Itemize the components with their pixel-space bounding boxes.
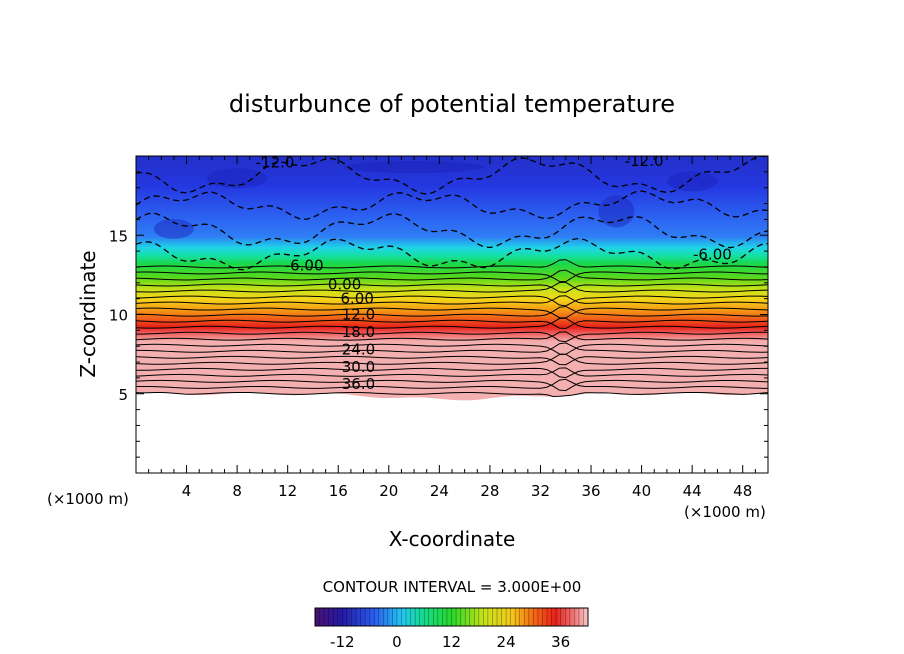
contour-line	[136, 307, 768, 319]
contour-line	[136, 378, 768, 389]
contour-label: -6.00	[693, 245, 732, 263]
x-tick-label: 36	[581, 482, 600, 500]
contour-line	[136, 391, 768, 398]
cold-patch	[598, 195, 635, 228]
x-tick-label: 4	[182, 482, 192, 500]
contour-line	[136, 319, 768, 330]
contour-line	[136, 379, 768, 392]
x-tick-label: 8	[232, 482, 242, 500]
contour-label: 12.0	[342, 306, 375, 324]
contour-line	[136, 343, 768, 355]
plot-area: -12.0 -12.0-6.00-6.000.006.0012.018.024.0…	[136, 152, 768, 401]
contour-line	[136, 259, 768, 269]
colorbar-tick-label: 0	[392, 633, 402, 651]
contour-line	[136, 271, 768, 283]
x-tick-label: 32	[531, 482, 550, 500]
contour-label: 30.0	[342, 358, 375, 376]
contour-label: 24.0	[342, 340, 375, 358]
x-unit-left: (×1000 m)	[47, 490, 129, 508]
y-tick-label: 10	[109, 307, 128, 325]
cold-patch	[667, 171, 718, 192]
contour-line-dashed	[136, 212, 768, 249]
contour-line	[136, 281, 768, 293]
contour-line	[136, 269, 768, 281]
x-tick-label: 48	[733, 482, 752, 500]
colorbar: -12 0 12 24 36	[314, 607, 589, 651]
colorbar-tick-label: -12	[330, 633, 355, 651]
contour-line	[136, 305, 768, 317]
contour-line	[136, 342, 768, 353]
x-tick-label: 24	[430, 482, 449, 500]
colorbar-tick-label: 12	[442, 633, 461, 651]
x-tick-label: 44	[683, 482, 702, 500]
y-axis-label: Z-coordinate	[76, 250, 100, 377]
x-unit-right: (×1000 m)	[684, 503, 766, 521]
y-tick-labels: 5 10 15	[109, 227, 128, 404]
colorbar-tick-labels: -12 0 12 24 36	[330, 633, 570, 651]
contour-line	[136, 295, 768, 305]
colorbar-tick-label: 36	[551, 633, 570, 651]
contour-label: -12.0	[625, 152, 664, 170]
x-tick-label: 40	[632, 482, 651, 500]
y-tick-label: 15	[109, 227, 128, 245]
x-axis-label: X-coordinate	[389, 527, 516, 551]
contour-label: -12.0	[256, 153, 295, 171]
contour-line	[136, 367, 768, 377]
contour-lines	[136, 156, 768, 398]
contour-line	[136, 331, 768, 343]
contour-label: 6.00	[340, 290, 373, 308]
contour-line	[136, 355, 768, 366]
contour-line	[136, 283, 768, 293]
chart-title: disturbunce of potential temperature	[229, 90, 675, 118]
contour-line	[136, 331, 768, 341]
contour-label: 0.00	[328, 275, 361, 293]
cold-patches	[153, 161, 718, 239]
contour-line-dashed	[136, 190, 768, 220]
contour-line	[136, 317, 768, 329]
x-tick-label: 16	[329, 482, 348, 500]
axis-ticks	[136, 156, 768, 473]
contour-line	[136, 353, 768, 365]
cold-patch	[344, 161, 485, 174]
contour-label: -6.00	[285, 256, 324, 274]
contour-line	[136, 367, 768, 379]
x-tick-label: 20	[379, 482, 398, 500]
contour-interval-text: CONTOUR INTERVAL = 3.000E+00	[323, 578, 582, 596]
contour-line-dashed	[136, 156, 768, 195]
contour-line-dashed	[136, 237, 768, 271]
contour-label: 36.0	[342, 375, 375, 393]
contour-line	[136, 295, 768, 307]
contour-label: 18.0	[342, 323, 375, 341]
colorbar-cells	[319, 608, 584, 626]
x-tick-label: 28	[480, 482, 499, 500]
x-tick-labels: 4 8 12 16 20 24 28 32 36 40 44 48	[182, 482, 752, 500]
colorbar-tick-label: 24	[497, 633, 516, 651]
cold-patch	[153, 218, 194, 239]
y-tick-label: 5	[118, 386, 128, 404]
x-tick-label: 12	[278, 482, 297, 500]
